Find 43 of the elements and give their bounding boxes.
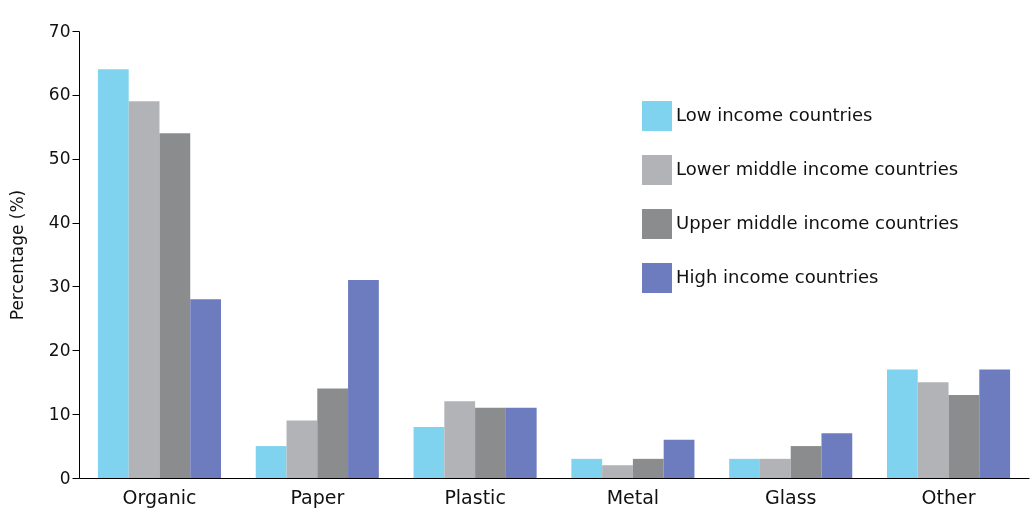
- legend-label: Upper middle income countries: [676, 212, 959, 233]
- bar: [632, 458, 664, 478]
- y-tick-label: 10: [48, 403, 71, 424]
- bar: [475, 407, 506, 478]
- bar: [159, 133, 191, 478]
- bar: [917, 382, 949, 478]
- y-tick-label: 0: [59, 467, 71, 488]
- bar: [505, 407, 537, 478]
- bar: [286, 420, 318, 478]
- bar: [444, 401, 476, 478]
- bar: [663, 439, 695, 478]
- y-tick-label: 50: [48, 148, 71, 169]
- y-tick-label: 40: [48, 212, 71, 233]
- bar: [948, 394, 980, 478]
- bar: [128, 101, 160, 478]
- bar: [979, 369, 1011, 478]
- bar: [317, 388, 349, 478]
- legend-label: Lower middle income countries: [676, 158, 959, 179]
- legend-label: High income countries: [676, 266, 879, 287]
- bar: [413, 426, 445, 478]
- bar: [571, 458, 603, 478]
- y-tick-label: 60: [48, 84, 71, 105]
- x-tick-label: Plastic: [444, 485, 506, 508]
- x-tick-label: Organic: [122, 485, 197, 508]
- bar: [790, 446, 822, 478]
- y-tick-label: 20: [48, 339, 71, 360]
- y-tick-label: 30: [48, 275, 71, 296]
- y-tick-label: 70: [48, 20, 71, 41]
- bar: [759, 458, 791, 478]
- x-tick-label: Paper: [290, 485, 345, 508]
- bar: [886, 369, 918, 478]
- bar: [729, 458, 760, 478]
- x-tick-label: Other: [921, 485, 976, 508]
- bar: [821, 433, 853, 478]
- bar: [348, 280, 379, 478]
- bar: [190, 299, 222, 478]
- bar: [97, 69, 129, 478]
- bar: [602, 465, 633, 478]
- y-axis-title: Percentage (%): [6, 189, 27, 321]
- x-tick-label: Metal: [606, 485, 660, 508]
- legend-label: Low income countries: [676, 104, 873, 125]
- x-tick-label: Glass: [764, 485, 817, 508]
- bar: [255, 446, 287, 478]
